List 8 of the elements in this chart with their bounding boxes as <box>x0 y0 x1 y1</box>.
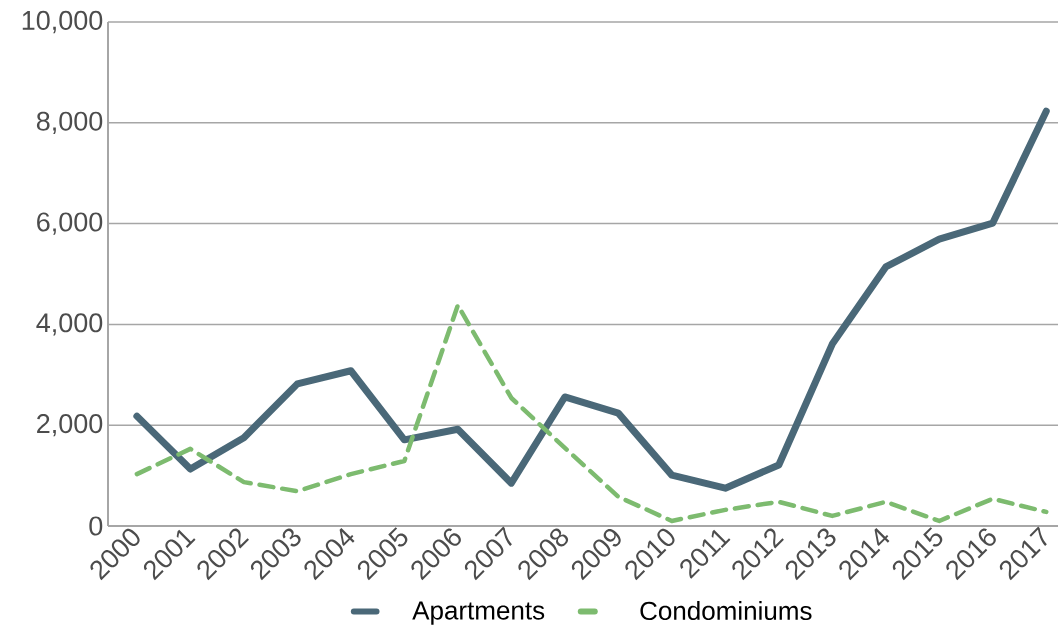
y-tick-label: 6,000 <box>37 212 103 235</box>
y-tick-label: 10,000 <box>22 10 103 34</box>
y-tick-label: 8,000 <box>36 111 103 134</box>
legend-label: Condominiums <box>640 601 812 621</box>
y-tick-label: 2,000 <box>37 414 103 437</box>
y-tick-label: 4,000 <box>36 313 103 336</box>
legend-label: Apartments <box>412 601 545 625</box>
line-series <box>134 302 1049 524</box>
